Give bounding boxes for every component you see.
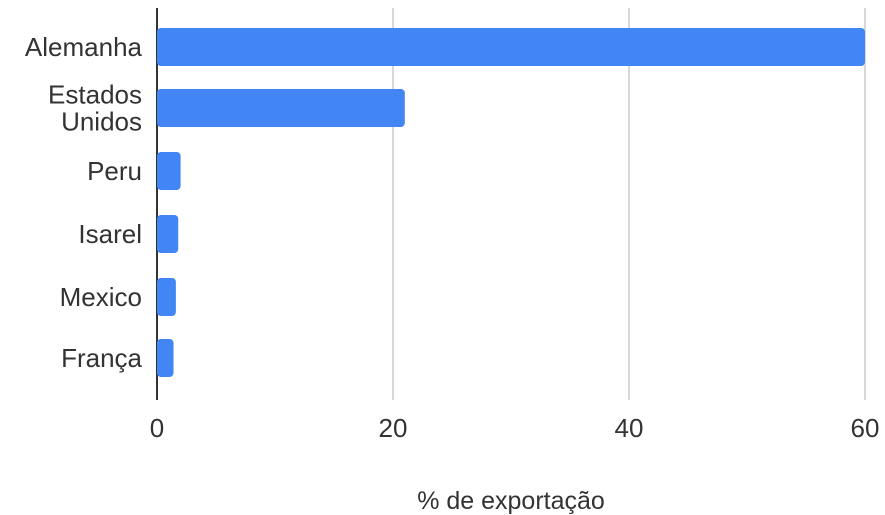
x-tick-label: 60 xyxy=(851,413,880,443)
x-tick-labels: 0 20 40 60 xyxy=(150,413,880,443)
category-label: Isarel xyxy=(78,219,142,249)
bar xyxy=(157,28,865,66)
x-axis-title: % de exportação xyxy=(417,487,605,515)
bar xyxy=(157,152,181,190)
bar xyxy=(157,215,179,253)
x-tick-label: 0 xyxy=(150,413,164,443)
bar xyxy=(157,89,405,127)
category-label: Alemanha xyxy=(25,32,143,62)
x-tick-label: 20 xyxy=(379,413,408,443)
x-tick-label: 40 xyxy=(615,413,644,443)
bar xyxy=(157,278,176,316)
category-labels: Alemanha Estados Unidos Peru Isarel Mexico Fra… xyxy=(25,32,143,373)
category-label: Estados Unidos xyxy=(48,80,142,137)
grid-lines xyxy=(156,8,866,400)
category-label: Mexico xyxy=(60,282,142,312)
category-label: Peru xyxy=(87,156,142,186)
category-label: França xyxy=(61,343,142,373)
bar xyxy=(157,339,174,377)
bars xyxy=(157,28,865,377)
